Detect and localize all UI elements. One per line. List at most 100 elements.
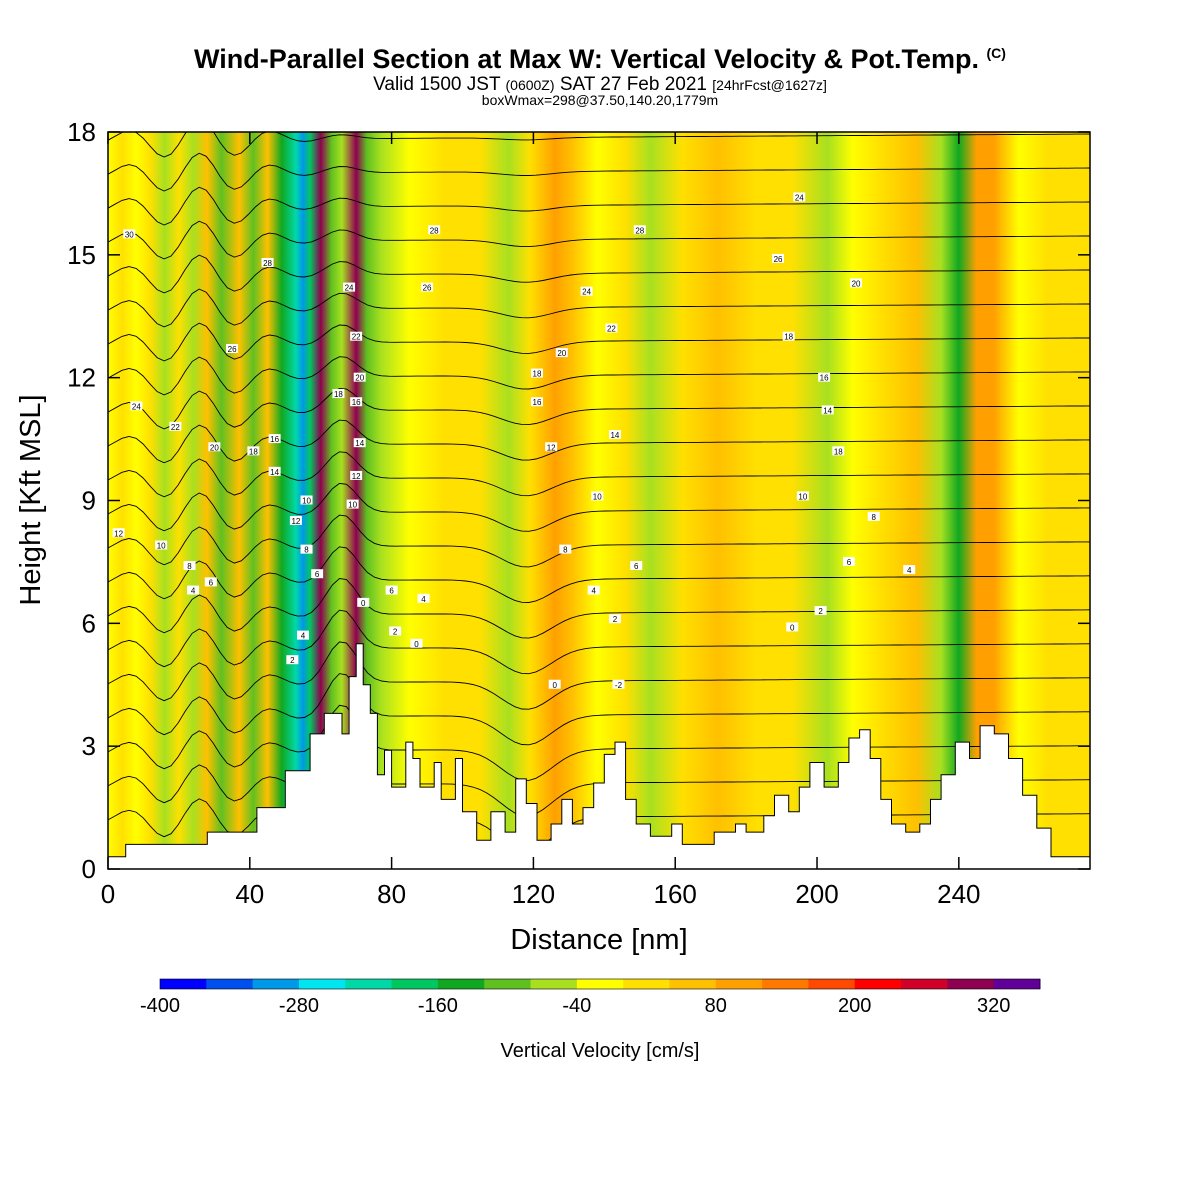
- contour-label: 2: [818, 607, 823, 616]
- contour-label: 4: [301, 632, 306, 641]
- y-axis: 0 3 6 9 12 15 18: [67, 117, 1090, 884]
- contour-label-bg: [555, 348, 568, 358]
- contour-label-bg: [286, 655, 299, 665]
- contour-label: 16: [820, 374, 829, 383]
- contour-label: 2: [393, 628, 398, 637]
- contour-label-bg: [548, 679, 561, 689]
- contour-label-bg: [612, 679, 625, 689]
- contour-label: 0: [552, 681, 557, 690]
- contour-label: -2: [615, 681, 623, 690]
- contour-label: 24: [345, 284, 354, 293]
- contour-label: 6: [315, 570, 320, 579]
- y-tick-label: 6: [82, 608, 96, 638]
- contour-label: 4: [591, 587, 596, 596]
- contour-label: 26: [774, 255, 783, 264]
- contour-label: 0: [361, 599, 366, 608]
- contour-label: 4: [907, 566, 912, 575]
- contour-label: 6: [847, 558, 852, 567]
- contour-label-bg: [530, 368, 543, 378]
- contour-label-bg: [123, 229, 136, 239]
- contour-label: 10: [302, 497, 311, 506]
- contour-label-bg: [226, 344, 239, 354]
- contour-label-bg: [545, 442, 558, 452]
- contour-label-bg: [630, 561, 643, 571]
- contour-label: 24: [795, 194, 804, 203]
- colorbar-title: Vertical Velocity [cm/s]: [501, 1040, 700, 1062]
- chart-subtitle: Valid 1500 JST (0600Z) SAT 27 Feb 2021 […: [0, 74, 1200, 96]
- contour-label: 12: [291, 517, 300, 526]
- contour-label-bg: [608, 429, 621, 439]
- contour-label: 8: [872, 513, 877, 522]
- contour-label-bg: [346, 499, 359, 509]
- contour-label-bg: [353, 438, 366, 448]
- theta-contour-18: [108, 356, 1090, 396]
- contour-label: 20: [852, 279, 861, 288]
- contour-label: 4: [191, 587, 196, 596]
- contour-label: 24: [582, 288, 591, 297]
- colorbar-swatch: [437, 979, 485, 989]
- theta-contour-22: [108, 288, 1090, 328]
- subtitle-utc: (0600Z): [505, 77, 555, 93]
- subtitle-valid: Valid 1500 JST: [373, 74, 501, 95]
- terrain: [108, 643, 1090, 869]
- y-tick-label: 9: [82, 486, 96, 516]
- contour-label-bg: [850, 278, 863, 288]
- colorbar-swatch: [345, 979, 393, 989]
- contour-label-bg: [208, 442, 221, 452]
- contour-label: 28: [635, 226, 644, 235]
- colorbar-swatch: [298, 979, 346, 989]
- theta-contour--4: [108, 704, 1090, 781]
- x-tick-label: 160: [654, 879, 697, 909]
- theta-contour-6: [108, 546, 1090, 603]
- contour-label-bg: [343, 282, 356, 292]
- contour-label-bg: [204, 577, 217, 587]
- colorbar-swatch: [715, 979, 763, 989]
- theta-contour-0: [108, 641, 1090, 710]
- contour-label: 2: [290, 656, 295, 665]
- contour-label: 2: [613, 615, 618, 624]
- contour-label-bg: [112, 528, 125, 538]
- contour-label-bg: [903, 565, 916, 575]
- contour-label: 22: [352, 333, 361, 342]
- contour-label-bg: [268, 434, 281, 444]
- vertical-velocity-field: [108, 132, 1090, 869]
- chart-info-line: boxWmax=298@37.50,140.20,1779m: [481, 92, 719, 108]
- contour-label: 0: [414, 640, 419, 649]
- contour-label-bg: [300, 495, 313, 505]
- contour-label: 20: [557, 349, 566, 358]
- contour-label-bg: [350, 470, 363, 480]
- contour-label: 16: [352, 398, 361, 407]
- theta-contour-20: [108, 322, 1090, 362]
- contour-label-bg: [605, 323, 618, 333]
- colorbar-tick-label: -400: [140, 995, 180, 1017]
- contour-label-bg: [814, 606, 827, 616]
- contour-label: 16: [270, 435, 279, 444]
- contour-label-bg: [410, 638, 423, 648]
- contour-label-bg: [389, 626, 402, 636]
- copyright-mark: (C): [986, 45, 1006, 61]
- x-tick-label: 40: [235, 879, 264, 909]
- contour-label-bg: [268, 466, 281, 476]
- contour-label-bg: [559, 544, 572, 554]
- contour-label: 14: [610, 431, 619, 440]
- x-tick-label: 80: [377, 879, 406, 909]
- y-tick-label: 0: [82, 854, 96, 884]
- contour-label: 20: [355, 374, 364, 383]
- colorbar-tick-label: -280: [279, 995, 319, 1017]
- contour-label: 20: [210, 443, 219, 452]
- colorbar-tick-label: 320: [977, 995, 1010, 1017]
- subtitle-date: SAT 27 Feb 2021: [559, 74, 707, 95]
- contour-label: 6: [209, 578, 214, 587]
- contour-label-bg: [350, 397, 363, 407]
- contour-label: 28: [263, 259, 272, 268]
- contour-label-bg: [357, 597, 370, 607]
- contour-label: 26: [423, 284, 432, 293]
- colorbar-tick-label: -160: [418, 995, 458, 1017]
- theta-contour-8: [108, 514, 1090, 568]
- contour-label-bg: [169, 421, 182, 431]
- x-tick-label: 120: [512, 879, 555, 909]
- contour-label-bg: [818, 372, 831, 382]
- contour-label: 14: [355, 439, 364, 448]
